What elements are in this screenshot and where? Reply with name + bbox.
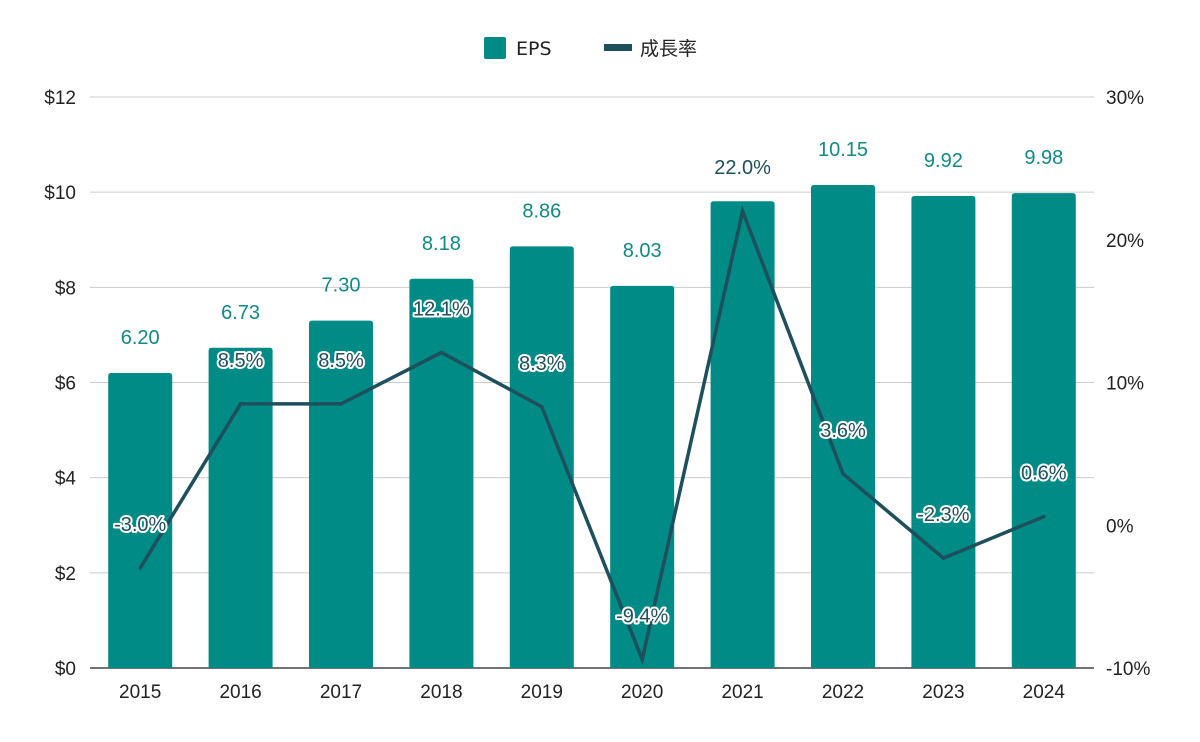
growth-value-label: 8.3% [519,353,565,375]
y-left-tick-label: $4 [55,469,77,490]
left-axis: $0 $2 $4 $6 $8 $10 $12 [44,88,76,680]
eps-value-label: 8.03 [623,240,662,262]
growth-data-labels: -3.0% 8.5% 8.5% 12.1% 8.3% -9.4% 22.0% 3.6% -2.3… [112,155,1069,629]
growth-value-label: 8.5% [218,350,264,372]
eps-bars [108,185,1076,668]
x-tick-label: 2016 [219,682,261,703]
legend-eps-swatch [484,37,506,59]
x-axis: 2015 2016 2017 2018 2019 2020 2021 2022 2023 2024 [119,682,1065,703]
growth-line [138,205,1046,666]
y-right-tick-label: -10% [1106,659,1150,680]
eps-bar [409,278,474,668]
eps-bar [509,246,574,668]
growth-point [238,402,243,406]
eps-value-label: 9.98 [1024,147,1063,169]
growth-value-label: 22.0% [714,157,771,179]
x-tick-label: 2024 [1023,682,1066,703]
growth-point [640,657,644,662]
x-tick-label: 2023 [922,682,964,703]
growth-point [941,556,946,560]
eps-value-label: 8.18 [422,233,461,255]
legend-growth-swatch [604,44,632,51]
x-tick-label: 2022 [822,682,864,703]
growth-line-path [138,205,1045,666]
growth-value-label: -2.3% [917,504,969,526]
growth-point [138,566,142,570]
eps-bar [309,320,373,668]
growth-value-label: 8.5% [318,350,364,372]
y-left-tick-label: $10 [44,183,76,204]
y-right-tick-label: 10% [1106,374,1144,395]
legend-growth-label: 成長率 [640,38,697,60]
growth-point [740,209,745,213]
legend-item-growth[interactable]: 成長率 [604,38,697,60]
growth-point [540,404,544,409]
eps-value-label: 6.20 [121,327,160,349]
legend-eps-label: EPS [516,38,552,60]
x-tick-label: 2020 [621,682,663,703]
eps-bar [610,285,675,668]
legend[interactable]: EPS 成長率 [484,37,697,60]
eps-value-label: 8.86 [522,200,561,222]
x-tick-label: 2017 [320,682,362,703]
eps-value-label: 10.15 [818,139,868,161]
y-right-tick-label: 20% [1106,231,1144,252]
eps-bar [710,201,775,668]
growth-value-label: -3.0% [114,514,166,536]
growth-point [1042,514,1046,519]
y-right-tick-label: 0% [1106,516,1134,537]
x-tick-label: 2018 [420,682,462,703]
eps-bar [108,372,173,668]
growth-value-label: 12.1% [413,299,470,321]
growth-value-label: -9.4% [616,605,668,627]
eps-value-label: 6.73 [221,302,260,324]
eps-bar [911,195,976,668]
growth-value-label: 3.6% [820,420,866,442]
y-left-tick-label: $8 [55,278,76,299]
y-right-tick-label: 30% [1106,88,1144,109]
eps-bar [811,185,875,668]
growth-point [439,350,444,355]
eps-value-label: 7.30 [322,275,361,297]
x-tick-label: 2019 [521,682,563,703]
eps-bar [208,347,273,668]
legend-item-eps[interactable]: EPS [484,37,552,60]
x-tick-label: 2015 [119,682,161,703]
growth-point [841,472,845,476]
eps-value-label: 9.92 [924,150,963,172]
y-left-tick-label: $0 [55,659,76,680]
growth-value-label: 0.6% [1021,463,1067,485]
y-left-tick-label: $12 [44,88,76,109]
eps-bar [1011,193,1076,668]
x-tick-label: 2021 [721,682,763,703]
y-left-tick-label: $2 [55,564,76,585]
growth-point [339,402,343,406]
right-axis: -10% 0% 10% 20% 30% [1106,88,1150,680]
y-left-tick-label: $6 [55,374,76,395]
eps-data-labels: 6.20 6.73 7.30 8.18 8.86 8.03 10.15 9.92 9.98 [121,139,1064,349]
